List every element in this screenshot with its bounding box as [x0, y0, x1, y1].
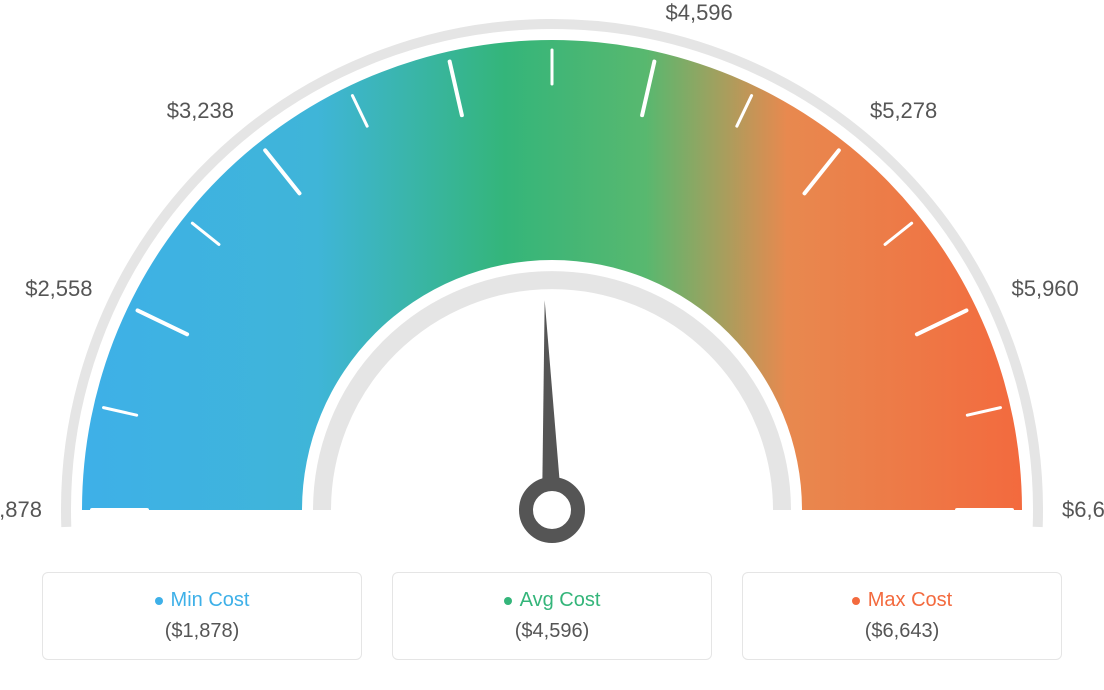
- legend-card-avg: Avg Cost ($4,596): [392, 572, 712, 660]
- legend-value-avg: ($4,596): [413, 620, 691, 643]
- legend-label-avg: Avg Cost: [413, 589, 691, 612]
- tick-label: $5,960: [1011, 276, 1078, 302]
- gauge-chart-container: { "gauge": { "center_x": 552, "center_y"…: [0, 0, 1104, 690]
- legend-value-min: ($1,878): [63, 620, 341, 643]
- legend-text-avg: Avg Cost: [520, 589, 601, 612]
- legend-dot-avg: [504, 597, 512, 605]
- tick-label: $2,558: [25, 276, 92, 302]
- gauge-area: $1,878 $2,558 $3,238 $4,596 $5,278 $5,960 $6,6…: [0, 0, 1104, 560]
- gauge-needle: [526, 300, 578, 536]
- tick-label: $5,278: [870, 98, 937, 124]
- tick-label: $1,878: [0, 497, 42, 523]
- tick-label: $4,596: [665, 0, 732, 26]
- legend-dot-min: [155, 597, 163, 605]
- legend-dot-max: [852, 597, 860, 605]
- legend-text-max: Max Cost: [868, 589, 952, 612]
- legend-card-max: Max Cost ($6,643): [742, 572, 1062, 660]
- tick-label: $3,238: [167, 98, 234, 124]
- legend-label-min: Min Cost: [63, 589, 341, 612]
- legend-row: Min Cost ($1,878) Avg Cost ($4,596) Max …: [0, 572, 1104, 660]
- legend-label-max: Max Cost: [763, 589, 1041, 612]
- tick-label: $6,643: [1062, 497, 1104, 523]
- legend-card-min: Min Cost ($1,878): [42, 572, 362, 660]
- legend-text-min: Min Cost: [171, 589, 250, 612]
- gauge-svg: [0, 0, 1104, 560]
- legend-value-max: ($6,643): [763, 620, 1041, 643]
